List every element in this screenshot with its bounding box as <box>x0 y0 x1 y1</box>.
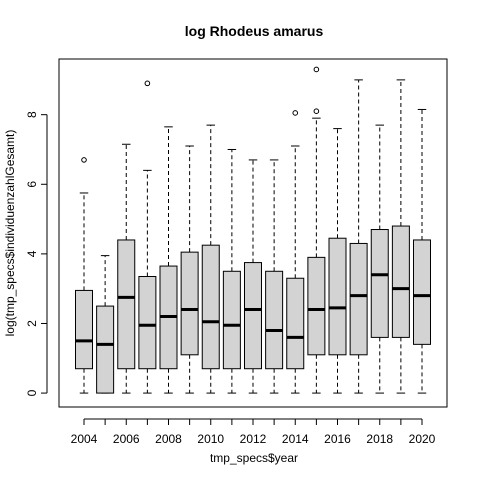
box-2012 <box>244 159 262 394</box>
box-body <box>96 305 115 394</box>
x-tick-label: 2016 <box>324 432 351 446</box>
outlier-point <box>292 110 299 116</box>
box-2007 <box>138 80 157 394</box>
outlier-point <box>313 108 320 114</box>
x-tick-label: 2018 <box>366 432 393 446</box>
x-tick-label: 2010 <box>197 432 224 446</box>
box-2004 <box>75 157 93 394</box>
box-body <box>328 237 347 356</box>
box-body <box>349 242 368 356</box>
outlier-point <box>313 66 320 73</box>
box-2005 <box>96 255 115 394</box>
box-2016 <box>328 128 347 394</box>
box-body <box>286 277 305 370</box>
chart-title: log Rhodeus amarus <box>185 23 324 39</box>
y-axis: 0 2 4 6 8 <box>25 111 48 396</box>
x-tick-label: 2006 <box>113 432 140 446</box>
y-tick-label: 6 <box>25 181 39 188</box>
box-2008 <box>159 126 178 394</box>
y-tick-label: 8 <box>25 111 39 118</box>
box-2020 <box>413 108 431 394</box>
box-2019 <box>391 79 410 394</box>
box-body <box>75 289 93 370</box>
y-tick-label: 0 <box>25 389 39 396</box>
boxes-group <box>75 66 431 394</box>
box-body <box>201 244 220 370</box>
x-tick-label: 2014 <box>282 432 309 446</box>
box-body <box>222 270 241 370</box>
box-2013 <box>265 159 284 394</box>
box-body <box>244 262 262 370</box>
box-body <box>265 270 284 370</box>
x-tick-label: 2020 <box>409 432 436 446</box>
x-axis-label: tmp_specs$year <box>210 451 298 465</box>
box-body <box>413 239 431 345</box>
box-2017 <box>349 79 368 394</box>
x-tick-label: 2012 <box>240 432 267 446</box>
box-2006 <box>117 143 136 394</box>
x-tick-label: 2008 <box>155 432 182 446</box>
box-2018 <box>370 124 389 394</box>
box-body <box>391 225 410 338</box>
box-body <box>307 256 326 356</box>
box-body <box>138 276 157 370</box>
box-body <box>180 251 199 356</box>
y-axis-label: log(tmp_specs$individuenzahlGesamt) <box>3 130 17 337</box>
box-2009 <box>180 145 199 394</box>
box-body <box>117 239 136 370</box>
outlier-point <box>144 80 151 87</box>
box-body <box>370 229 389 338</box>
box-2010 <box>201 124 220 394</box>
box-2014 <box>286 110 305 394</box>
box-2015 <box>307 66 326 394</box>
plot-frame <box>58 58 448 408</box>
outlier-point <box>81 157 87 163</box>
x-axis: 2004 2006 2008 2010 2012 2014 2016 2018 2020 <box>71 418 436 446</box>
box-2011 <box>222 148 241 394</box>
y-tick-label: 4 <box>25 250 39 257</box>
y-tick-label: 2 <box>25 320 39 327</box>
x-tick-label: 2004 <box>71 432 98 446</box>
